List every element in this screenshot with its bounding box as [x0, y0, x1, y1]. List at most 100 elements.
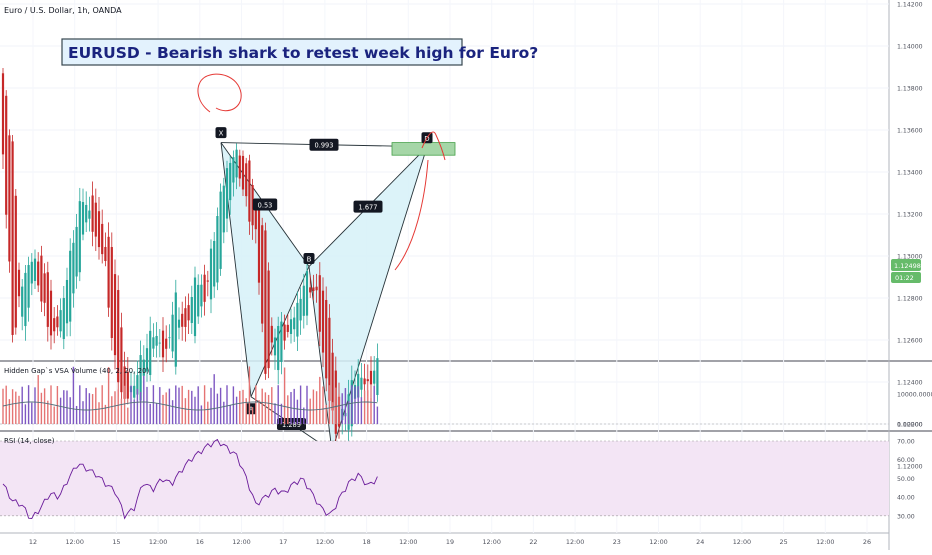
- candle-body: [161, 330, 165, 358]
- candle-body: [11, 141, 14, 335]
- time-tick-label: 12:00: [232, 538, 250, 546]
- ratio-label-text: 0.993: [315, 142, 334, 150]
- candle-body: [17, 269, 21, 297]
- candle-body: [155, 335, 158, 346]
- rsi-tick-label: 70.00: [897, 439, 915, 446]
- price-axis: 1.14200 1.14000 1.13800 1.13600 1.13400 1.132…: [897, 2, 923, 471]
- candle-body: [251, 185, 254, 226]
- candle-body: [184, 308, 187, 327]
- rsi-band: [0, 441, 889, 516]
- time-tick-label: 12:00: [566, 538, 584, 546]
- ratio-label-xab: 0.53: [252, 198, 278, 211]
- candle-body: [91, 195, 94, 232]
- rsi-panel: 70.00 60.00 50.00 40.00 30.00: [0, 438, 915, 520]
- candle-body: [152, 337, 155, 349]
- candle-body: [318, 275, 321, 332]
- time-tick-label: 12:00: [149, 538, 167, 546]
- pattern-point-x: X: [215, 127, 227, 139]
- price-tick-label: 1.13000: [897, 254, 923, 261]
- rsi-tick-label: 30.00: [897, 513, 915, 520]
- time-tick-label: 12:00: [649, 538, 667, 546]
- volume-panel: 10000.00000 0.00000: [0, 366, 932, 429]
- candle-body: [254, 209, 257, 230]
- rsi-tick-label: 60.00: [897, 457, 915, 464]
- candle-body: [59, 310, 62, 332]
- candle-body: [235, 149, 238, 178]
- pattern-leg: [250, 266, 310, 397]
- candle-body: [46, 272, 49, 327]
- candle-body: [270, 325, 273, 343]
- price-tick-label: 1.12200: [897, 422, 923, 429]
- candle-body: [8, 135, 11, 262]
- time-tick-label: 16: [196, 538, 204, 546]
- point-label-text: B: [307, 256, 312, 264]
- rsi-line: [2, 438, 378, 520]
- candle-body: [369, 370, 373, 385]
- time-tick-label: 12: [29, 538, 37, 546]
- candle-body: [296, 302, 299, 337]
- candle-body: [305, 271, 309, 316]
- candle-body: [225, 168, 229, 219]
- pattern-leg: [308, 266, 333, 452]
- time-tick-label: 23: [613, 538, 621, 546]
- price-tick-label: 1.14200: [897, 2, 923, 9]
- candle-body: [104, 246, 107, 262]
- candle-body: [257, 208, 261, 283]
- price-tick-label: 1.12400: [897, 380, 923, 387]
- candle-body: [248, 160, 251, 222]
- point-label-bg: [245, 403, 257, 415]
- candle-body: [69, 250, 72, 322]
- pattern-point-a: A: [245, 403, 257, 415]
- candle-body: [107, 236, 110, 308]
- candle-body: [120, 327, 123, 393]
- candle-body: [363, 378, 366, 385]
- time-tick-label: 17: [279, 538, 287, 546]
- candle-body: [101, 223, 104, 255]
- volume-average-line: [2, 401, 378, 411]
- candle-body: [37, 261, 40, 286]
- candle-body: [264, 230, 267, 374]
- candle-body: [331, 352, 334, 411]
- candle-body: [190, 296, 193, 324]
- candle-body: [187, 305, 190, 321]
- candle-body: [5, 95, 8, 215]
- ratio-label-text: 0.53: [258, 201, 273, 209]
- candle-body: [309, 287, 312, 293]
- projection-arrow: [394, 131, 446, 271]
- ratio-label-bd: 1.677: [353, 200, 383, 213]
- price-tick-label: 1.13600: [897, 128, 923, 135]
- candle-body: [325, 299, 328, 379]
- headline-box[interactable]: EURUSD - Bearish shark to retest week hi…: [61, 38, 538, 66]
- candle-body: [289, 319, 293, 334]
- ratio-label-bg: [353, 200, 383, 213]
- time-tick-label: 26: [863, 538, 871, 546]
- time-axis: 12 12:00 15 12:00 16 12:00 17 12:00 18 12:00 19 12:…: [29, 538, 871, 546]
- ratio-label-bg: [252, 198, 278, 211]
- point-label-bg: [215, 127, 227, 139]
- price-tick-label: 1.12600: [897, 338, 923, 345]
- rsi-panel-label: RSI (14, close): [4, 437, 55, 445]
- candle-body: [267, 270, 270, 369]
- candle-body: [94, 202, 97, 237]
- candle-body: [75, 226, 78, 277]
- candle-body: [299, 298, 302, 321]
- headline-text: EURUSD - Bearish shark to retest week hi…: [68, 44, 538, 62]
- candle-body: [206, 280, 209, 282]
- last-price-tag: 1.12498 01:22: [891, 259, 921, 283]
- candle-body: [14, 195, 17, 328]
- candle-body: [123, 366, 126, 399]
- candle-body: [88, 210, 91, 219]
- pattern-point-b: B: [303, 253, 315, 264]
- candle-body: [97, 211, 101, 248]
- candle-body: [49, 290, 53, 336]
- candle-body: [181, 313, 184, 327]
- candle-body: [136, 375, 139, 395]
- time-tick-label: 25: [780, 538, 788, 546]
- pattern-triangle-bcd: [309, 146, 427, 452]
- candle-body: [142, 359, 145, 376]
- candle-body: [213, 240, 216, 287]
- volume-panel-label: Hidden Gap`s VSA Volume (40, 2, 20, 20): [4, 367, 149, 375]
- bar-countdown: 01:22: [895, 274, 914, 282]
- candle-body: [283, 324, 286, 341]
